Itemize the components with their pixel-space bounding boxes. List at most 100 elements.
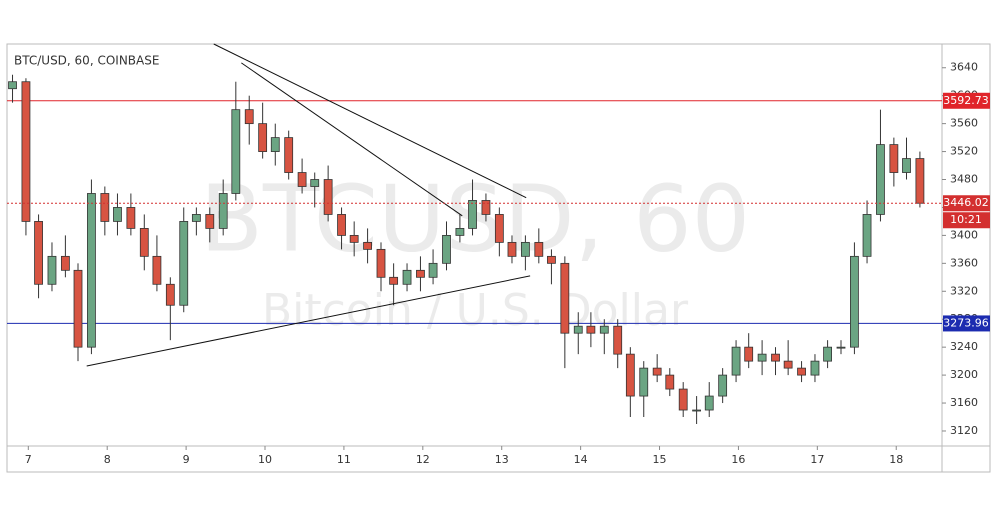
candle-body xyxy=(823,346,832,362)
y-tick-label: 3480 xyxy=(950,173,978,186)
candle-body xyxy=(34,221,43,285)
candle-body xyxy=(744,346,754,362)
candle-body xyxy=(152,255,162,285)
x-tick-label: 7 xyxy=(25,453,32,466)
candle-body xyxy=(731,346,741,376)
watermark-subtitle: Bitcoin / U.S. Dollar xyxy=(262,285,689,336)
x-tick-label: 8 xyxy=(104,453,111,466)
y-tick-label: 3520 xyxy=(950,145,978,158)
level-label: 3273.96 xyxy=(943,316,989,329)
candle-body xyxy=(797,367,806,376)
candle-body xyxy=(678,388,688,411)
candle-body xyxy=(665,374,675,390)
candle-body xyxy=(284,137,294,173)
candle-body xyxy=(573,325,583,334)
candle-body xyxy=(455,228,465,236)
candle-body xyxy=(560,262,570,334)
candle-body xyxy=(520,241,530,257)
candle-body xyxy=(639,367,649,397)
y-tick-label: 3640 xyxy=(950,61,978,74)
candle-body xyxy=(231,109,241,194)
y-tick-label: 3200 xyxy=(950,368,978,381)
candle-body xyxy=(218,193,228,229)
x-tick-label: 17 xyxy=(810,453,824,466)
candle-body xyxy=(586,325,596,334)
level-label: 3592.73 xyxy=(943,94,989,107)
trendline xyxy=(213,43,527,199)
level-box xyxy=(943,92,990,109)
x-tick-label: 13 xyxy=(495,453,509,466)
candle-body xyxy=(87,193,96,348)
candle-body xyxy=(323,179,333,215)
candle-body xyxy=(625,353,635,397)
candle-body xyxy=(783,360,793,369)
candle-body xyxy=(428,262,438,278)
candle-body xyxy=(416,269,425,278)
y-tick-label: 3320 xyxy=(950,284,978,297)
x-tick-label: 16 xyxy=(731,453,745,466)
candle-body xyxy=(205,214,215,229)
candle-body xyxy=(139,228,149,257)
countdown-box xyxy=(943,212,990,229)
candle-body xyxy=(862,214,872,257)
y-tick-label: 3120 xyxy=(950,424,978,437)
candle-body xyxy=(100,193,110,222)
candle-body xyxy=(73,269,83,348)
y-tick-label: 3360 xyxy=(950,256,978,269)
candle-body xyxy=(389,276,399,285)
candle-body xyxy=(889,144,899,173)
candle-body xyxy=(613,325,623,355)
candle-body xyxy=(652,367,662,376)
candle-body xyxy=(376,248,386,278)
candle-body xyxy=(47,255,57,285)
candle-body xyxy=(113,207,122,222)
x-tick-label: 18 xyxy=(889,453,903,466)
candle-body xyxy=(876,144,885,215)
y-tick-label: 3240 xyxy=(950,340,978,353)
level-box xyxy=(943,315,990,332)
candle-body xyxy=(349,234,359,243)
candle-body xyxy=(442,234,451,264)
candle-body xyxy=(297,172,307,187)
candle-body xyxy=(718,374,728,397)
candle-body xyxy=(8,81,17,90)
candle-body xyxy=(507,241,517,257)
y-tick-label: 3400 xyxy=(950,228,978,241)
trendline xyxy=(86,275,531,367)
candle-body xyxy=(771,353,780,362)
candle-body xyxy=(402,269,412,285)
candle-body xyxy=(270,137,280,152)
x-tick-label: 11 xyxy=(337,453,351,466)
candle-body xyxy=(494,214,504,243)
candle-body xyxy=(836,346,846,349)
candle-body xyxy=(902,158,911,173)
candle-body xyxy=(126,207,136,229)
candle-body xyxy=(337,214,346,236)
candle-body xyxy=(599,325,609,334)
candle-body xyxy=(468,200,477,229)
y-tick-label: 3560 xyxy=(950,117,978,130)
countdown-label: 10:21 xyxy=(950,213,982,226)
candle-body xyxy=(850,255,859,348)
x-tick-label: 10 xyxy=(258,453,272,466)
candle-body xyxy=(165,283,175,306)
candle-body xyxy=(60,255,70,271)
candle-body xyxy=(757,353,767,362)
candle-body xyxy=(810,360,820,376)
trendline xyxy=(241,62,463,217)
candle-body xyxy=(534,241,544,257)
candle-body xyxy=(258,123,268,152)
candle-body xyxy=(915,158,925,204)
candle-body xyxy=(179,221,189,306)
last-price-label: 3446.02 xyxy=(943,196,989,209)
y-tick-label: 3160 xyxy=(950,396,978,409)
x-tick-label: 9 xyxy=(183,453,190,466)
candle-body xyxy=(547,255,556,264)
candle-body xyxy=(244,109,254,125)
last-price-box xyxy=(943,195,990,212)
x-tick-label: 12 xyxy=(416,453,430,466)
candle-body xyxy=(704,395,714,411)
x-tick-label: 14 xyxy=(574,453,588,466)
candle-body xyxy=(191,214,201,222)
